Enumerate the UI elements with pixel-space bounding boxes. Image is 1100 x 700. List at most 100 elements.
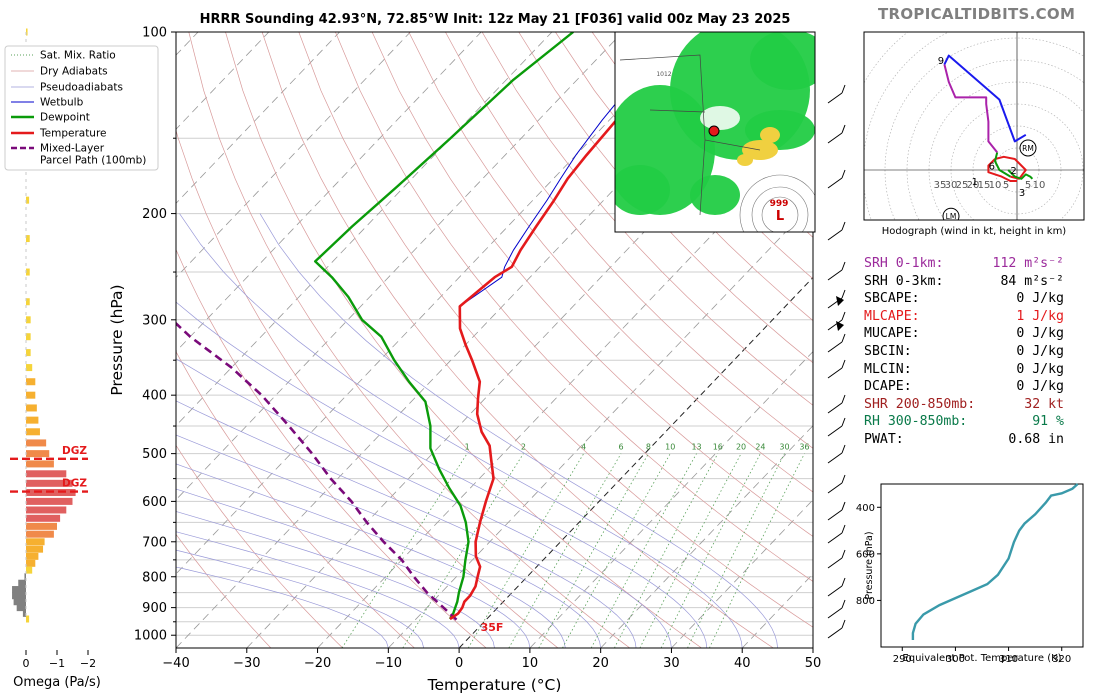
x-tick-label: −30 <box>233 656 260 671</box>
theta-e-y-label: Pressure (hPa) <box>864 531 875 599</box>
pseudoadiabat <box>176 358 672 648</box>
pseudoadiabat <box>176 463 566 648</box>
wind-barb-feather <box>841 417 846 427</box>
storm-motion-marker <box>1019 139 1037 157</box>
mixing-ratio-line <box>538 453 649 648</box>
wind-barbs-column <box>827 84 846 639</box>
wind-barb <box>827 177 843 189</box>
wind-barb <box>827 132 843 144</box>
wind-barb-pennant <box>836 321 844 331</box>
sounding-location-marker <box>708 125 720 137</box>
index-label: SBCAPE: <box>864 291 920 307</box>
state-borders <box>619 54 761 216</box>
omega-axis-label: Omega (Pa/s) <box>13 675 101 690</box>
index-value: 32 kt <box>1024 396 1064 412</box>
x-tick-label: 10 <box>522 656 539 671</box>
x-tick-label: 50 <box>805 656 822 671</box>
mixing-ratio-label: 13 <box>691 443 701 452</box>
hodograph-frame <box>863 31 1085 221</box>
legend-box <box>4 45 159 171</box>
y-tick-label: 600 <box>142 495 167 510</box>
index-label: MLCAPE: <box>864 308 920 324</box>
wind-barb-feather <box>841 474 846 484</box>
index-value: 0 J/kg <box>1016 291 1064 307</box>
hodograph-ring-label: 20 <box>967 180 980 191</box>
wind-barb <box>827 509 843 521</box>
wind-barb <box>827 585 843 597</box>
dry-adiabat <box>176 129 559 648</box>
index-value: 0 J/kg <box>1016 379 1064 395</box>
omega-bar <box>12 592 26 600</box>
isotherm-line <box>176 32 411 279</box>
dry-adiabat <box>176 350 415 648</box>
mixing-ratio-line <box>508 453 622 648</box>
hodograph-trace <box>943 54 1027 143</box>
index-value: 91 % <box>1032 414 1064 430</box>
parcel-path-line <box>176 321 459 622</box>
dry-adiabat <box>408 32 813 493</box>
mixing-ratio-line <box>562 453 671 648</box>
omega-bar <box>22 609 26 617</box>
wind-barb-feather <box>841 124 846 134</box>
omega-chart: 0 −1 −2 Omega (Pa/s) DGZ DGZ <box>10 28 101 690</box>
mixing-ratio-label: 20 <box>736 443 746 452</box>
omega-tick-label: −2 <box>80 657 96 670</box>
omega-bar <box>26 497 73 505</box>
omega-tick-label: 0 <box>23 657 30 670</box>
index-value: 0 J/kg <box>1016 344 1064 359</box>
omega-bar <box>26 552 39 560</box>
wind-barb <box>827 367 843 379</box>
hodograph-ring-label: 10 <box>1033 180 1046 191</box>
wind-barb-feather <box>841 394 846 404</box>
index-value: 0 J/kg <box>1016 361 1064 377</box>
wind-barb-feather <box>841 289 846 299</box>
omega-bar <box>26 235 30 243</box>
pseudoadiabat <box>176 566 389 648</box>
storm-motion-label: RM <box>1022 144 1034 153</box>
hodograph-ring-label: 10 <box>989 180 1002 191</box>
wind-barb-feather <box>841 359 846 369</box>
dry-adiabat <box>176 533 272 648</box>
omega-bar <box>26 416 39 424</box>
y-axis-label: Pressure (hPa) <box>108 284 126 395</box>
omega-bar <box>26 391 36 399</box>
map-frame <box>614 31 816 233</box>
theta-e-y-tick-label: 400 <box>856 503 875 514</box>
mixing-ratio-label: 2 <box>521 443 526 452</box>
wind-barb <box>827 627 843 639</box>
radar-echo-heavy <box>737 154 753 166</box>
wind-barb <box>827 482 843 494</box>
omega-bar <box>26 615 30 623</box>
index-label: RH 300-850mb: <box>864 414 968 430</box>
legend-item-label: Pseudoadiabats <box>40 82 123 94</box>
theta-e-x-tick-label: 300 <box>946 654 965 665</box>
theta-e-x-tick-label: 320 <box>1052 654 1071 665</box>
wind-barb-feather <box>841 549 846 559</box>
radar-echo <box>750 32 815 90</box>
x-tick-label: 0 <box>455 656 463 671</box>
dry-adiabat <box>188 32 631 648</box>
mixing-ratio-label: 6 <box>618 443 623 452</box>
index-label: MLCIN: <box>864 361 912 377</box>
dry-adiabat <box>371 32 813 537</box>
mixing-ratio-line <box>402 453 524 648</box>
theta-e-y-tick-label: 600 <box>856 549 875 560</box>
omega-bar <box>12 586 26 594</box>
wind-barb-feather <box>841 261 846 271</box>
omega-bar <box>26 522 57 530</box>
index-value: 0 J/kg <box>1016 326 1064 342</box>
y-tick-label: 100 <box>142 26 167 41</box>
omega-bar <box>26 316 31 324</box>
omega-bar <box>18 579 26 587</box>
mixing-ratio-line <box>687 453 785 648</box>
legend-item-label: Parcel Path (100mb) <box>40 155 146 167</box>
wind-barb-feather <box>841 524 846 534</box>
omega-bar <box>26 559 36 567</box>
wind-barb <box>827 319 843 331</box>
skew-t-frame <box>175 31 814 649</box>
x-tick-label: −10 <box>375 656 402 671</box>
theta-e-x-tick-label: 310 <box>999 654 1018 665</box>
